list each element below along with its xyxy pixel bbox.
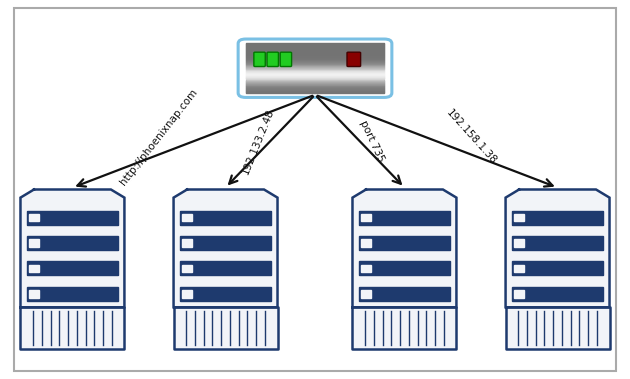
Polygon shape [180,287,272,301]
Polygon shape [358,236,450,250]
Polygon shape [512,262,604,276]
Polygon shape [361,290,371,298]
Text: http://phoenixnap.com: http://phoenixnap.com [118,88,200,187]
Polygon shape [514,239,524,247]
Polygon shape [182,239,192,247]
Polygon shape [358,287,450,301]
Polygon shape [180,262,272,276]
FancyBboxPatch shape [254,52,265,67]
FancyBboxPatch shape [347,52,360,67]
Polygon shape [353,307,456,349]
Polygon shape [182,290,192,298]
Polygon shape [514,290,524,298]
Polygon shape [182,214,192,221]
Polygon shape [514,214,524,221]
Text: 192.133.2.48: 192.133.2.48 [240,107,275,175]
Polygon shape [361,265,371,272]
Polygon shape [512,210,604,224]
Polygon shape [358,210,450,224]
Polygon shape [20,307,125,349]
Polygon shape [173,307,277,349]
Polygon shape [514,265,524,272]
Polygon shape [29,265,39,272]
Polygon shape [26,287,118,301]
Polygon shape [361,239,371,247]
FancyBboxPatch shape [267,52,278,67]
Polygon shape [26,236,118,250]
FancyBboxPatch shape [14,8,616,371]
Text: 192.158.1.38: 192.158.1.38 [444,108,498,167]
Polygon shape [180,210,272,224]
Polygon shape [512,236,604,250]
Polygon shape [512,287,604,301]
Polygon shape [358,262,450,276]
Polygon shape [353,190,456,307]
Polygon shape [26,262,118,276]
Polygon shape [361,214,371,221]
Polygon shape [29,214,39,221]
Polygon shape [180,236,272,250]
Polygon shape [29,290,39,298]
Polygon shape [505,307,609,349]
Text: port 735: port 735 [358,119,386,163]
Polygon shape [20,190,125,307]
Polygon shape [26,210,118,224]
Polygon shape [173,190,277,307]
Polygon shape [505,190,609,307]
Polygon shape [29,239,39,247]
Polygon shape [182,265,192,272]
FancyBboxPatch shape [280,52,292,67]
